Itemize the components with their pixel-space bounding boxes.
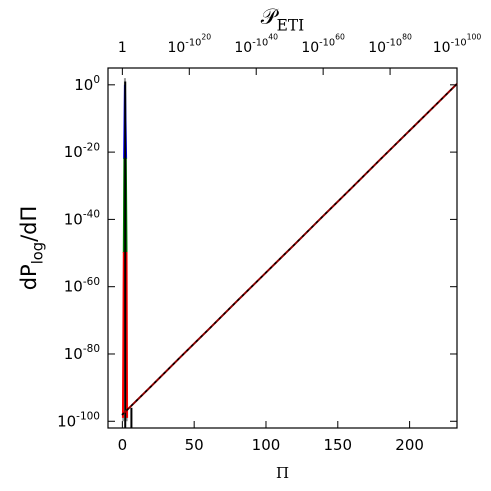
x2-tick-label-part: 80 [402, 32, 412, 41]
x2-tick-label: 10-1020 [167, 32, 211, 56]
x2-tick-label-part: -10 [386, 38, 402, 49]
y-axis-label: dPlog/dΠ [17, 206, 46, 291]
y-tick-label: 10-80 [64, 343, 100, 363]
x2-tick-label: 10-1080 [368, 32, 412, 56]
x2-tick-label-part: 10 [433, 40, 451, 56]
y-axis-label-part: log [29, 242, 46, 264]
y-tick-label: 100 [74, 74, 100, 94]
y-tick-label-part: -20 [83, 141, 100, 153]
y-tick-label: 10-100 [57, 411, 100, 431]
y-tick-label: 10-40 [64, 209, 100, 229]
x-tick-label: 200 [395, 436, 424, 454]
x2-tick-label-part: 1 [118, 40, 127, 56]
y-axis-label-part: dP [17, 264, 41, 290]
x-tick-label: 0 [118, 436, 128, 454]
x2-tick-label-part: 40 [268, 32, 278, 41]
x2-tick-label-part: -10 [451, 38, 467, 49]
y-tick-label-part: -80 [83, 343, 100, 355]
y-tick-label-part: 10 [64, 210, 83, 228]
x-tick-label: 150 [323, 436, 352, 454]
x2-tick-label-part: 10 [167, 40, 185, 56]
x-tick-label: 100 [252, 436, 281, 454]
x2-tick-label: 10-1040 [234, 32, 278, 56]
y-tick-label-part: 10 [74, 76, 93, 94]
x2-tick-label: 10-1060 [301, 32, 345, 56]
y-tick-label-part: 10 [64, 143, 83, 161]
x2-tick-label-part: -10 [252, 38, 268, 49]
y-tick-label-part: 10 [64, 345, 83, 363]
x-axis-label: Π [276, 464, 289, 482]
y-tick-label-part: -60 [83, 276, 100, 288]
x2-tick-label-part: 100 [467, 32, 482, 41]
x2-axis-label: 𝒫ETI [261, 5, 304, 35]
x2-tick-label: 1 [118, 40, 127, 56]
x2-tick-label-part: 10 [301, 40, 319, 56]
y-tick-label-part: -100 [76, 411, 100, 423]
x2-axis-label-part: ETI [277, 17, 305, 35]
y-tick-label: 10-60 [64, 276, 100, 296]
x2-axis-label-part: 𝒫 [261, 5, 280, 30]
x2-tick-label-part: 10 [368, 40, 386, 56]
series-dots [121, 83, 458, 416]
x2-tick-label-part: -10 [319, 38, 335, 49]
x2-tick-label-part: 10 [234, 40, 252, 56]
y-tick-label: 10-20 [64, 141, 100, 161]
y-axis-label-part: /dΠ [17, 206, 41, 242]
x-tick-label: 50 [185, 436, 204, 454]
x2-tick-label-part: -10 [185, 38, 201, 49]
x2-tick-label: 10-10100 [433, 32, 482, 56]
x2-tick-label-part: 20 [201, 32, 211, 41]
y-tick-label-part: -40 [83, 209, 100, 221]
x2-tick-label-part: 60 [335, 32, 345, 41]
y-tick-label-part: 0 [93, 74, 100, 86]
y-tick-label-part: 10 [64, 278, 83, 296]
plot-frame [107, 67, 458, 429]
y-tick-label-part: 10 [57, 412, 76, 430]
